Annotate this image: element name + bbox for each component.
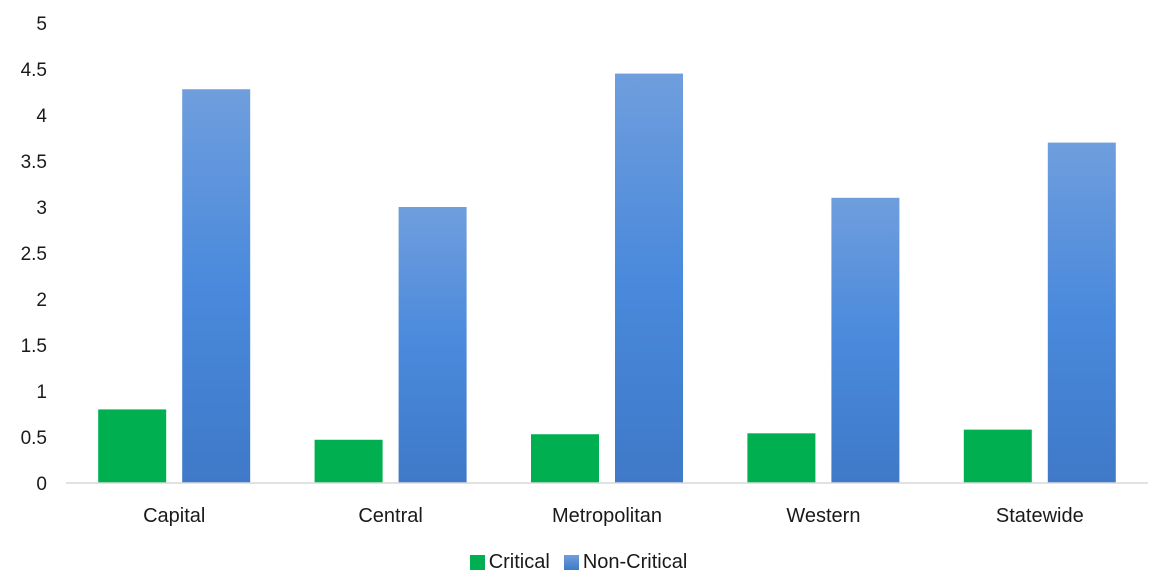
bar-non-critical-capital bbox=[182, 89, 251, 484]
bar-non-critical-central bbox=[398, 207, 467, 483]
x-category-label: Capital bbox=[143, 505, 205, 527]
y-tick-label: 0.5 bbox=[21, 428, 47, 449]
y-tick-label: 2.5 bbox=[21, 244, 47, 265]
legend-label-critical: Critical bbox=[488, 550, 550, 573]
x-category-label: Statewide bbox=[996, 505, 1084, 527]
y-tick-label: 2 bbox=[36, 290, 47, 311]
legend-label-non-critical: Non-Critical bbox=[582, 550, 688, 573]
bar-critical-capital bbox=[98, 409, 167, 483]
bar-non-critical-metropolitan bbox=[615, 73, 683, 483]
bar-critical-metropolitan bbox=[531, 434, 599, 483]
legend-swatch-critical bbox=[469, 554, 485, 570]
y-tick-label: 5 bbox=[36, 14, 47, 35]
bar-critical-western bbox=[747, 433, 816, 483]
y-tick-label: 0 bbox=[36, 474, 47, 495]
bar-non-critical-western bbox=[831, 197, 900, 484]
legend: Critical Non-Critical bbox=[0, 549, 1157, 575]
y-tick-label: 4 bbox=[36, 106, 47, 127]
x-category-label: Central bbox=[358, 505, 422, 527]
bar-critical-statewide bbox=[963, 429, 1032, 483]
y-axis-tick-labels: 0 0.5 1 1.5 2 2.5 3 3.5 4 4.5 5 bbox=[21, 14, 48, 495]
legend-item-non-critical: Non-Critical bbox=[563, 550, 688, 574]
y-tick-label: 1.5 bbox=[21, 336, 47, 357]
y-tick-label: 3.5 bbox=[21, 152, 47, 173]
y-tick-label: 4.5 bbox=[21, 60, 47, 81]
x-axis-category-labels: Capital Central Metropolitan Western Statewi… bbox=[143, 505, 1084, 527]
bars bbox=[98, 73, 1116, 484]
y-tick-label: 3 bbox=[36, 198, 47, 219]
bar-non-critical-statewide bbox=[1047, 142, 1116, 483]
bar-critical-central bbox=[314, 439, 383, 483]
x-category-label: Metropolitan bbox=[552, 505, 662, 527]
x-category-label: Western bbox=[786, 505, 860, 527]
legend-swatch-non-critical bbox=[563, 554, 579, 570]
legend-item-critical: Critical bbox=[469, 550, 550, 574]
y-tick-label: 1 bbox=[36, 382, 47, 403]
